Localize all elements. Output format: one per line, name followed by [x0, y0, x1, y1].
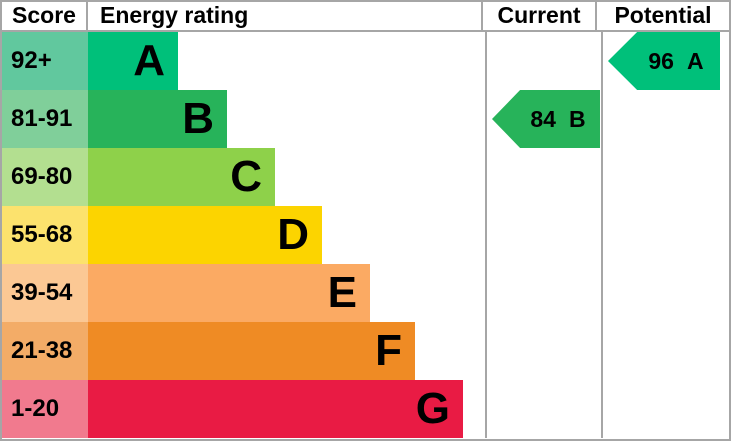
band-letter: A [133, 36, 165, 85]
header-energy-rating: Energy rating [88, 2, 483, 30]
score-cell: 21-38 [2, 322, 88, 380]
header-row: Score Energy rating Current Potential [2, 2, 729, 32]
band-bar: E [88, 264, 370, 322]
band-letter: D [277, 210, 309, 259]
band-bar: D [88, 206, 322, 264]
band-letter: G [415, 384, 450, 433]
potential-rating-value: 96 [648, 47, 674, 74]
score-range-label: 1-20 [11, 395, 60, 422]
current-rating-value: 84 [530, 105, 556, 132]
divider-current-potential [601, 32, 603, 438]
band-row-a: 92+ A [2, 32, 729, 90]
score-range-label: 39-54 [11, 279, 73, 306]
header-potential: Potential [614, 2, 712, 28]
band-row-b: 81-91 B [2, 90, 729, 148]
score-range-label: 81-91 [11, 105, 73, 132]
score-cell: 39-54 [2, 264, 88, 322]
band-row-c: 69-80 C [2, 148, 729, 206]
header-score: Score [2, 2, 88, 30]
score-range-label: 55-68 [11, 221, 73, 248]
band-letter: C [230, 152, 262, 201]
potential-rating-band: A [686, 47, 704, 74]
score-cell: 69-80 [2, 148, 88, 206]
score-range-label: 92+ [11, 47, 52, 74]
current-rating-band: B [568, 105, 586, 132]
band-letter: F [375, 326, 402, 375]
band-letter: E [327, 268, 357, 317]
divider-energy-current [485, 32, 487, 438]
score-cell: 55-68 [2, 206, 88, 264]
band-bar: C [88, 148, 275, 206]
band-letter: B [182, 94, 214, 143]
score-range-label: 21-38 [11, 337, 73, 364]
band-bar: B [88, 90, 227, 148]
header-current: Current [483, 2, 597, 30]
band-bar: A [88, 32, 178, 90]
band-bar: F [88, 322, 415, 380]
band-row-g: 1-20 G [2, 380, 729, 438]
band-row-f: 21-38 F [2, 322, 729, 380]
chart-body: 92+ A 81-91 B 69-80 C 55-68 D 39-54 E 21… [2, 32, 729, 438]
score-cell: 1-20 [2, 380, 88, 438]
band-bar: G [88, 380, 463, 438]
band-row-e: 39-54 E [2, 264, 729, 322]
score-cell: 81-91 [2, 90, 88, 148]
score-range-label: 69-80 [11, 163, 73, 190]
band-row-d: 55-68 D [2, 206, 729, 264]
score-cell: 92+ [2, 32, 88, 90]
